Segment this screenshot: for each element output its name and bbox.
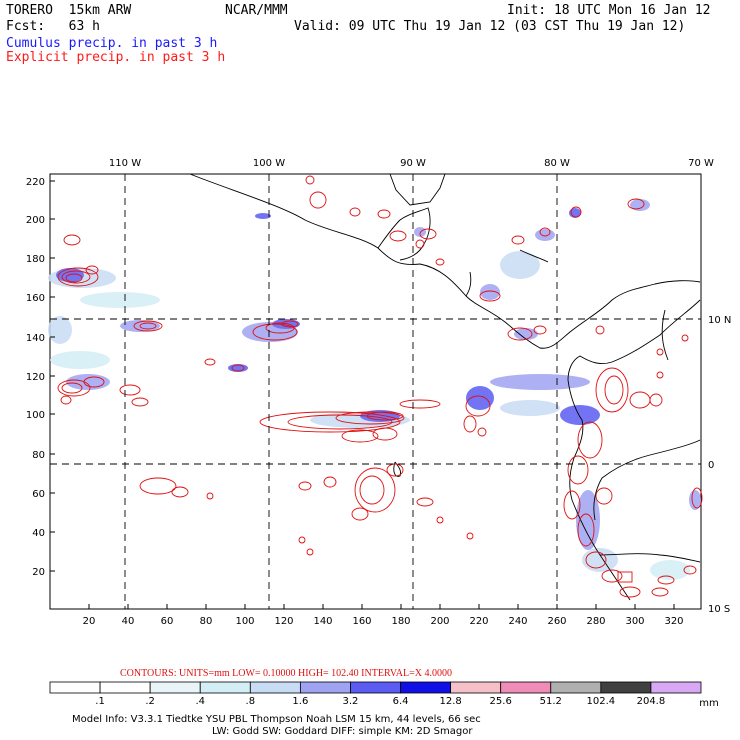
lon-label-110w: 110 W — [109, 158, 141, 169]
lon-label-100w: 100 W — [253, 158, 285, 169]
colorbar-swatch — [199, 681, 251, 694]
x-tick-label: 300 — [625, 616, 644, 627]
y-tick-label: 140 — [26, 333, 45, 344]
colorbar-swatch — [149, 681, 201, 694]
x-tick-label: 320 — [664, 616, 683, 627]
colorbar-swatch — [49, 681, 101, 694]
colorbar-swatch — [299, 681, 351, 694]
graticule — [50, 174, 701, 609]
colorbar-swatch — [249, 681, 301, 694]
colorbar-swatch — [99, 681, 151, 694]
colorbar-label: .4 — [195, 696, 205, 707]
y-tick-label: 60 — [32, 489, 45, 500]
colorbar-label: 25.6 — [490, 696, 512, 707]
colorbar-swatch — [650, 681, 702, 694]
colorbar-swatch — [600, 681, 652, 694]
y-tick-label: 20 — [32, 567, 45, 578]
x-tick-label: 100 — [235, 616, 254, 627]
axis-ticks — [50, 180, 675, 609]
colorbar-swatch — [450, 681, 502, 694]
colorbar-swatch — [350, 681, 401, 694]
colorbar-label: .8 — [246, 696, 256, 707]
y-tick-label: 160 — [26, 293, 45, 304]
x-tick-label: 280 — [586, 616, 605, 627]
x-tick-label: 140 — [313, 616, 332, 627]
colorbar-label: 3.2 — [343, 696, 359, 707]
x-tick-label: 20 — [83, 616, 96, 627]
colorbar-swatch — [400, 681, 452, 694]
init-time: Init: 18 UTC Mon 16 Jan 12 — [507, 3, 711, 18]
colorbar-label: 6.4 — [393, 696, 409, 707]
map-frame — [49, 173, 702, 610]
explicit-label: Explicit precip. in past 3 h — [6, 50, 226, 65]
colorbar-label: 102.4 — [587, 696, 616, 707]
colorbar-label: .1 — [95, 696, 105, 707]
colorbar-label: 51.2 — [540, 696, 562, 707]
colorbar-label: 12.8 — [439, 696, 461, 707]
x-tick-label: 120 — [274, 616, 293, 627]
lat-label-0: 0 — [708, 460, 714, 471]
colorbar-label: 1.6 — [292, 696, 308, 707]
coastlines — [189, 173, 701, 601]
colorbar-unit: mm — [699, 698, 718, 709]
y-tick-label: 80 — [32, 450, 45, 461]
colorbar-label: 204.8 — [637, 696, 666, 707]
contours-info: CONTOURS: UNITS=mm LOW= 0.10000 HIGH= 10… — [120, 668, 452, 679]
x-tick-label: 40 — [122, 616, 135, 627]
org-label: NCAR/MMM — [225, 3, 288, 18]
y-tick-label: 100 — [26, 410, 45, 421]
x-tick-label: 160 — [352, 616, 371, 627]
y-tick-label: 40 — [32, 528, 45, 539]
lat-label-10n: 10 N — [708, 315, 731, 326]
x-tick-label: 60 — [161, 616, 174, 627]
cumulus-label: Cumulus precip. in past 3 h — [6, 36, 218, 51]
colorbar-swatch — [500, 681, 552, 694]
x-tick-label: 180 — [391, 616, 410, 627]
y-tick-label: 180 — [26, 254, 45, 265]
colorbar-labels: .1 .2 .4 .8 1.6 3.2 6.4 12.8 25.6 51.2 102.4 204.8 — [95, 696, 665, 707]
model-title: TORERO 15km ARW — [6, 3, 132, 18]
x-tick-label: 240 — [508, 616, 527, 627]
model-info: Model Info: V3.3.1 Tiedtke YSU PBL Thomp… — [72, 714, 481, 725]
y-tick-label: 120 — [26, 372, 45, 383]
x-tick-label: 260 — [547, 616, 566, 627]
lon-label-70w: 70 W — [688, 158, 714, 169]
x-tick-label: 220 — [469, 616, 488, 627]
colorbar-label: .2 — [145, 696, 155, 707]
x-tick-label: 200 — [430, 616, 449, 627]
forecast-hour: Fcst: 63 h — [6, 19, 100, 34]
cumulus-shading — [48, 199, 701, 580]
y-tick-label: 220 — [26, 177, 45, 188]
lon-label-90w: 90 W — [400, 158, 426, 169]
colorbar — [49, 681, 702, 694]
y-tick-label: 200 — [26, 215, 45, 226]
valid-time: Valid: 09 UTC Thu 19 Jan 12 (03 CST Thu … — [294, 19, 686, 34]
lat-label-10s: 10 S — [708, 604, 730, 615]
colorbar-swatch — [550, 681, 602, 694]
physics-info: LW: Godd SW: Goddard DIFF: simple KM: 2D… — [212, 726, 473, 737]
x-tick-label: 80 — [200, 616, 213, 627]
lon-label-80w: 80 W — [544, 158, 570, 169]
explicit-contours — [57, 175, 703, 598]
